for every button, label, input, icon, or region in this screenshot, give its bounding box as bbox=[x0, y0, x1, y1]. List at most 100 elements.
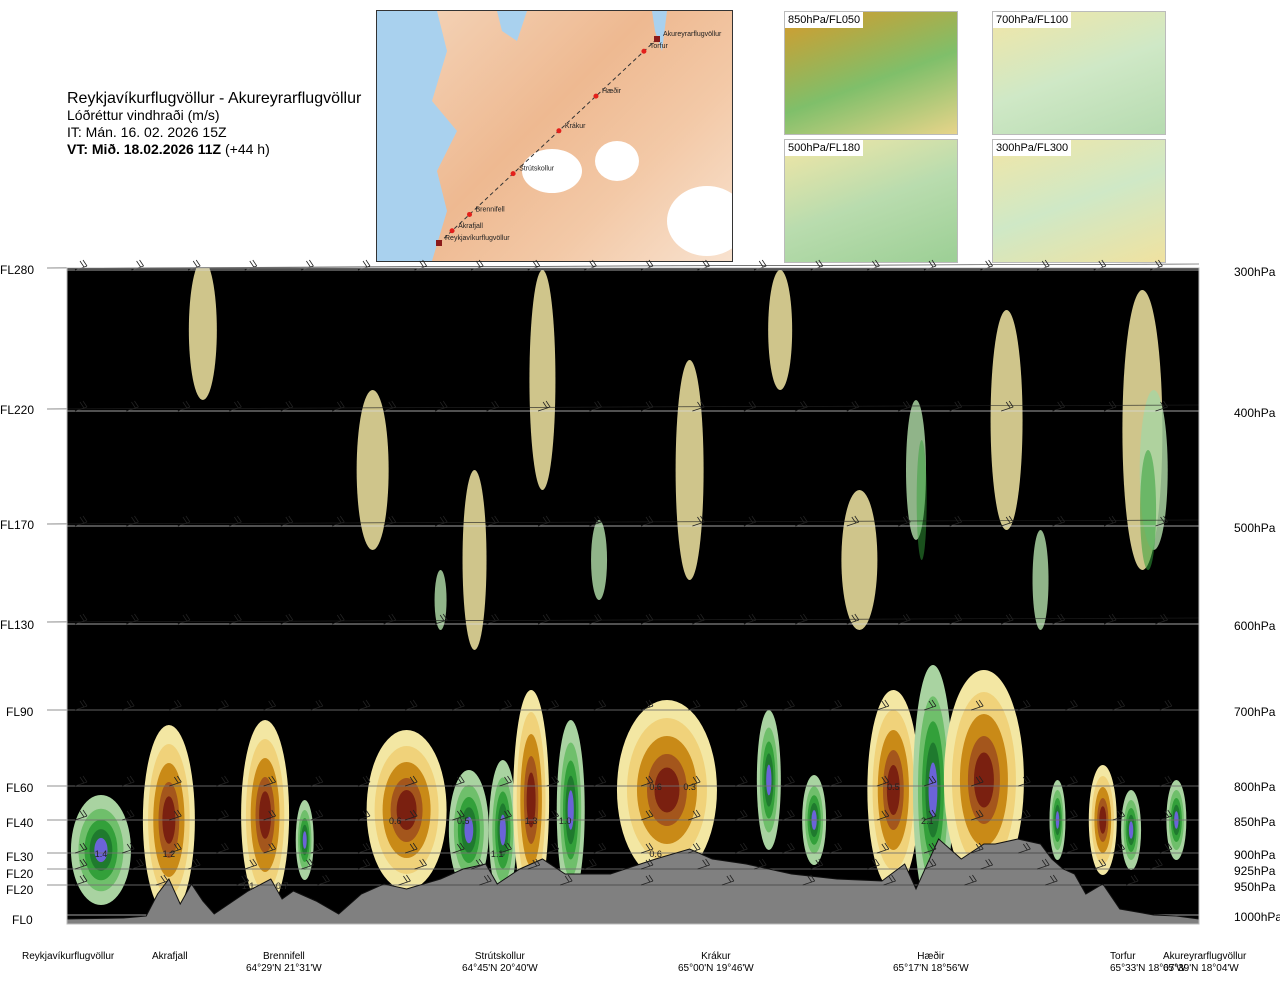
field-band bbox=[462, 470, 487, 650]
wind-barb bbox=[735, 699, 748, 711]
downdraft-contour bbox=[654, 767, 680, 813]
value-label: 1.3 bbox=[525, 816, 538, 826]
wind-barb bbox=[1001, 400, 1014, 412]
wind-barb bbox=[640, 874, 654, 886]
wind-barb bbox=[1159, 775, 1173, 787]
glacier bbox=[667, 186, 732, 256]
wind-barb bbox=[435, 400, 448, 412]
wind-barb bbox=[452, 809, 465, 821]
wind-barb bbox=[692, 515, 705, 527]
wind-barb bbox=[829, 699, 842, 711]
variable-label: Lóðréttur vindhraði (m/s) bbox=[67, 107, 220, 123]
wind-barb bbox=[537, 613, 551, 625]
value-label: 0.5 bbox=[457, 816, 470, 826]
wind-barb bbox=[244, 858, 258, 870]
wind-barb bbox=[155, 874, 169, 886]
wind-barb bbox=[169, 699, 182, 711]
wind-barb bbox=[280, 613, 294, 625]
wind-barb bbox=[332, 515, 345, 527]
wind-barb bbox=[122, 842, 135, 854]
updraft-contour bbox=[302, 831, 307, 849]
wind-barb bbox=[782, 842, 795, 854]
fl-label: FL170 bbox=[0, 518, 35, 532]
wind-barb bbox=[1155, 400, 1168, 412]
value-label: 2.1 bbox=[921, 816, 934, 826]
value-label: 1.1 bbox=[491, 849, 504, 859]
wind-barbs bbox=[46, 259, 1200, 886]
value-label: 0.6 bbox=[389, 816, 402, 826]
wind-barb bbox=[546, 842, 559, 854]
wind-barb bbox=[405, 699, 418, 711]
updraft-contour bbox=[766, 764, 772, 796]
wind-barb bbox=[486, 515, 499, 527]
inset-300: 300hPa/FL300 bbox=[992, 139, 1166, 263]
inset-label: 850hPa/FL050 bbox=[785, 12, 864, 28]
route-line bbox=[438, 38, 658, 244]
wind-barb bbox=[640, 858, 654, 870]
wind-barb bbox=[1018, 775, 1031, 787]
wind-barb bbox=[1103, 613, 1117, 625]
wind-barb bbox=[310, 775, 324, 787]
wind-barb bbox=[169, 775, 182, 787]
wind-barb bbox=[1112, 842, 1125, 854]
wind-barb bbox=[846, 613, 860, 625]
hpa-label: 850hPa bbox=[1234, 815, 1276, 829]
updraft-contour bbox=[928, 762, 938, 818]
wind-barb bbox=[735, 809, 748, 821]
field-band bbox=[768, 270, 793, 390]
wind-barb bbox=[537, 515, 551, 527]
wind-barb bbox=[735, 775, 748, 787]
wind-barb bbox=[405, 842, 418, 854]
wind-barb bbox=[546, 699, 559, 711]
inset-850: 850hPa/FL050 bbox=[784, 11, 958, 135]
wind-barb bbox=[169, 809, 182, 821]
hpa-label: 600hPa bbox=[1234, 619, 1276, 633]
fl-label: FL20 bbox=[6, 867, 34, 881]
wind-barb bbox=[317, 874, 330, 886]
wind-barb bbox=[229, 515, 242, 527]
field-band bbox=[356, 390, 389, 550]
fl-label: FL280 bbox=[0, 263, 35, 277]
wind-barb bbox=[1159, 699, 1173, 711]
sea-area bbox=[377, 11, 457, 261]
wind-barb bbox=[980, 858, 993, 870]
wind-barb bbox=[1159, 809, 1173, 821]
wind-barb bbox=[1018, 842, 1031, 854]
glacier bbox=[522, 149, 582, 193]
svg-text:Krákur: Krákur bbox=[565, 123, 586, 130]
wind-barb bbox=[1093, 858, 1107, 870]
inset-500: 500hPa/FL180 bbox=[784, 139, 958, 263]
inset-label: 300hPa/FL300 bbox=[993, 140, 1072, 156]
hpa-label: 400hPa bbox=[1234, 406, 1276, 420]
wind-barb bbox=[584, 858, 597, 870]
value-label: 1.0 bbox=[559, 816, 572, 826]
field-band bbox=[841, 490, 878, 630]
value-label: 1.4 bbox=[95, 849, 108, 859]
field-band bbox=[591, 520, 608, 600]
location-label: Akureyrarflugvöllur 65°39'N 18°04'W bbox=[1163, 951, 1247, 974]
wind-barb bbox=[1112, 699, 1125, 711]
wind-barb bbox=[692, 613, 705, 625]
title-block: Reykjavíkurflugvöllur - Akureyrarflugvöl… bbox=[67, 90, 361, 158]
wind-barb bbox=[795, 515, 808, 527]
wind-barb bbox=[593, 842, 607, 854]
barb-row-line bbox=[46, 519, 1200, 525]
wind-barb bbox=[169, 842, 182, 854]
field-band bbox=[916, 440, 927, 560]
wind-barb bbox=[229, 400, 242, 412]
inset-label: 500hPa/FL180 bbox=[785, 140, 864, 156]
svg-text:Reykjavíkurflugvöllur: Reykjavíkurflugvöllur bbox=[445, 235, 510, 242]
wind-barb bbox=[754, 858, 767, 870]
inset-label: 700hPa/FL100 bbox=[993, 12, 1072, 28]
wind-barb bbox=[923, 775, 937, 787]
fl-label: FL40 bbox=[6, 816, 34, 830]
wind-barb bbox=[923, 858, 937, 870]
wind-barb bbox=[923, 842, 937, 854]
wind-barb bbox=[802, 874, 816, 886]
wind-barb bbox=[971, 842, 984, 854]
wind-barb bbox=[640, 809, 654, 821]
wind-barb bbox=[688, 699, 701, 711]
wind-barb bbox=[964, 874, 977, 886]
wind-barb bbox=[688, 809, 701, 821]
value-label: 0.5 bbox=[887, 782, 900, 792]
